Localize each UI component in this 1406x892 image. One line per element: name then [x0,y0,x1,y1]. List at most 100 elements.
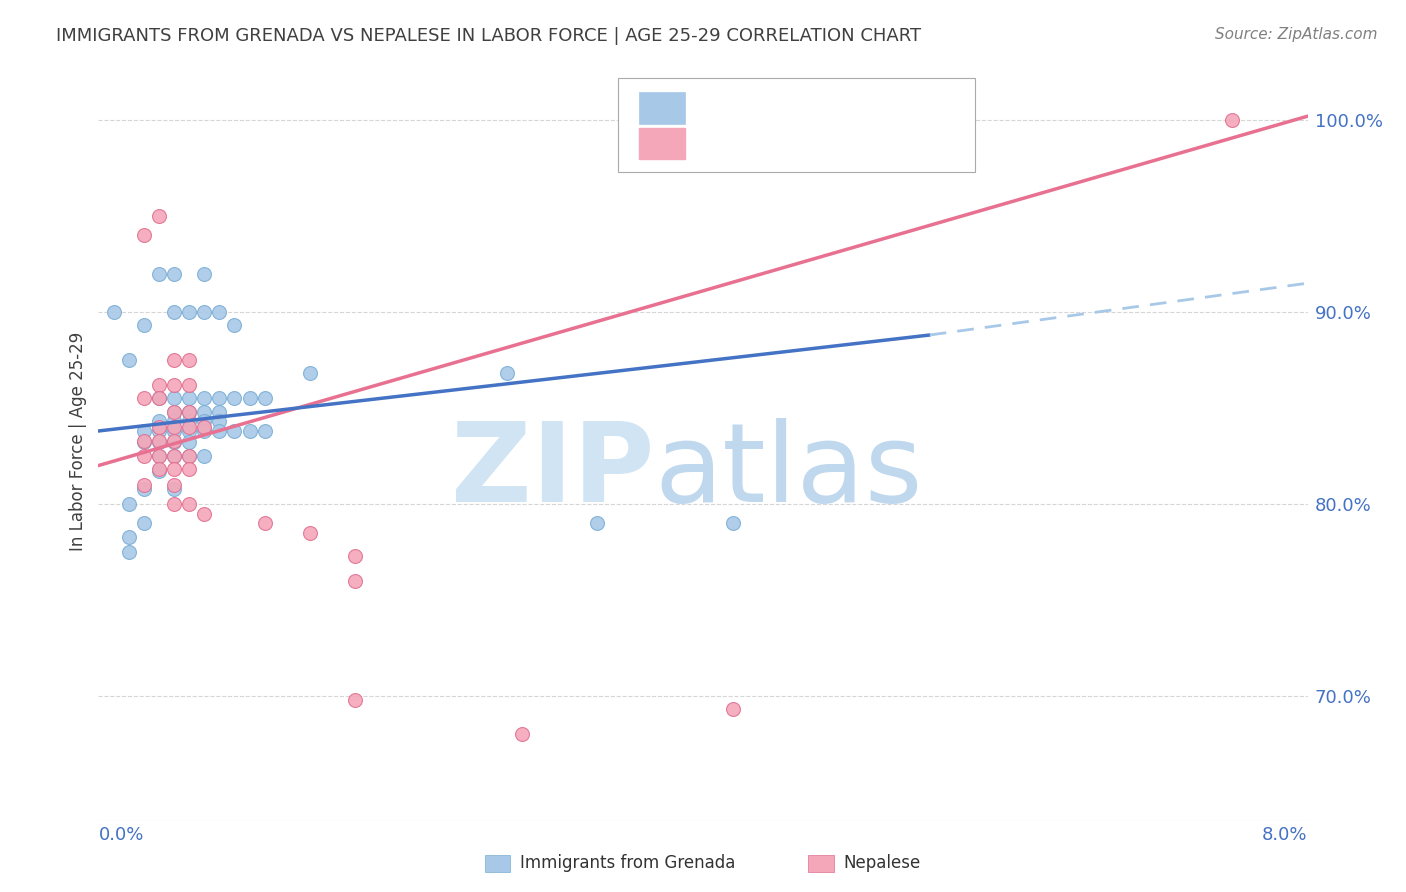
Point [148,435,170,450]
Point [132,434,155,448]
Text: 0.0%: 0.0% [98,826,143,845]
Point [179,424,201,438]
Point [132,449,155,463]
Point [179,392,201,406]
Point [163,353,186,368]
Bar [638,92,685,124]
Point [118,353,141,368]
Point [148,462,170,476]
Point [163,482,186,496]
Point [193,424,215,438]
Point [163,414,186,428]
Point [193,420,215,434]
Point [208,305,231,319]
Point [193,507,215,521]
Point [163,477,186,491]
Point [163,449,186,463]
Point [148,392,170,406]
Point [163,392,186,406]
Point [132,516,155,530]
Point [193,449,215,463]
Point [208,414,231,428]
Point [132,424,155,438]
Point [179,449,201,463]
Point [163,424,186,438]
Point [118,530,141,544]
Point [132,482,155,496]
Point [193,392,215,406]
Point [253,392,276,406]
Point [148,420,170,434]
Point [495,367,517,381]
Point [132,477,155,491]
Point [723,516,745,530]
Point [163,405,186,419]
Point [253,516,276,530]
Point [208,424,231,438]
Y-axis label: In Labor Force | Age 25-29: In Labor Force | Age 25-29 [69,332,87,551]
Point [510,727,533,741]
Point [224,392,246,406]
Text: R = 0.107   N = 57: R = 0.107 N = 57 [699,99,870,117]
Point [132,435,155,450]
Point [723,702,745,716]
Point [103,305,125,319]
Point [163,267,186,281]
Point [163,434,186,448]
Point [148,434,170,448]
Text: Nepalese: Nepalese [844,855,921,872]
Point [179,420,201,434]
Point [208,405,231,419]
Point [148,267,170,281]
Point [118,497,141,511]
Bar [808,855,834,872]
Point [148,449,170,463]
Point [132,228,155,243]
Point [148,424,170,438]
Text: atlas: atlas [655,418,924,525]
Text: R = 0.493   N = 40: R = 0.493 N = 40 [699,135,870,153]
Point [299,525,322,540]
Point [148,449,170,463]
Point [148,414,170,428]
Point [148,392,170,406]
Point [163,435,186,450]
Point [193,414,215,428]
Point [239,392,262,406]
Point [132,318,155,333]
Text: Source: ZipAtlas.com: Source: ZipAtlas.com [1215,27,1378,42]
Point [179,414,201,428]
Point [179,378,201,392]
Point [148,464,170,478]
Point [224,318,246,333]
Point [193,267,215,281]
Point [179,405,201,419]
Point [299,367,322,381]
Point [118,545,141,559]
Bar [638,128,685,160]
Point [148,378,170,392]
FancyBboxPatch shape [619,78,976,172]
Point [344,692,367,706]
Point [163,420,186,434]
Point [163,405,186,419]
Point [208,392,231,406]
Point [179,405,201,419]
Point [179,462,201,476]
Point [586,516,609,530]
Point [163,497,186,511]
Point [163,378,186,392]
Point [179,497,201,511]
Point [132,392,155,406]
Text: ZIP: ZIP [451,418,655,525]
Point [344,574,367,588]
Point [344,549,367,563]
Bar [485,855,510,872]
Text: 8.0%: 8.0% [1263,826,1308,845]
Point [224,424,246,438]
Point [179,449,201,463]
Point [163,462,186,476]
Point [1220,113,1243,128]
Point [179,353,201,368]
Point [163,305,186,319]
